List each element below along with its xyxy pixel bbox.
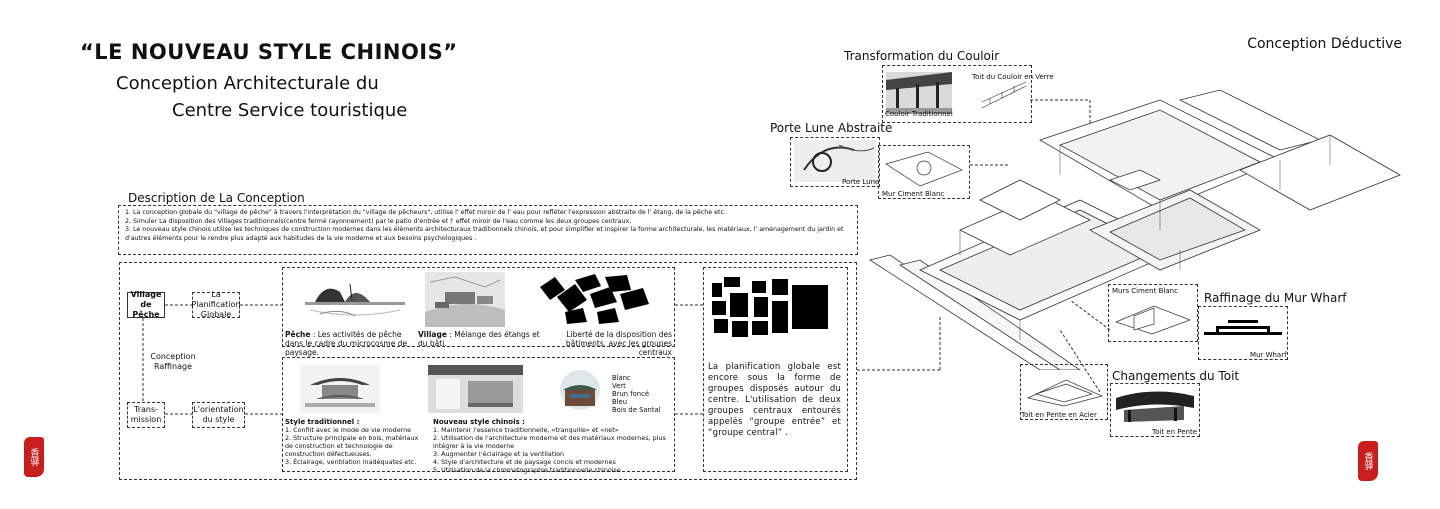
mur-wharf-frame [1198,306,1288,360]
color-list: Blanc Vert Brun foncé Bleu Bois de Santa… [612,374,661,414]
traditional-title: Style traditionnel : [285,418,360,426]
concept-deductive-label: Conception Déductive [1247,36,1402,52]
color-item: Vert [612,382,626,390]
glass-roof-sketch [981,82,1027,109]
new-style-interior-image [428,365,523,413]
color-item: Bois de Santal [612,406,661,414]
main-title: “LE NOUVEAU STYLE CHINOIS” [80,40,458,64]
couloir-title: Transformation du Couloir [844,49,1000,63]
porte-lune-photo [794,140,876,182]
liberte-caption: Liberté de la disposition des bâtiments,… [565,330,672,357]
color-palette-image [560,370,600,410]
subtitle-line-1: Conception Architecturale du [116,73,379,94]
new-style-item: 3. Augmenter l'éclairage et la ventilati… [433,450,565,458]
color-item: Brun foncé [612,390,650,398]
village-aerial-image [425,272,505,327]
traditional-style-list: Style traditionnel : 1. Conflit avec le … [285,418,425,466]
description-line: 2. Simuler La disposition des Villages t… [125,217,632,225]
fishing-image [300,272,410,327]
toit-acier-frame [1020,364,1108,420]
peche-text: : Les activités de pêche dans le cadre d… [285,330,408,357]
raffinage-title: Raffinage du Mur Wharf [1204,291,1347,305]
bottom-row-panel [282,357,675,472]
description-line: d'autres éléments pour le rendre plus ad… [125,234,477,242]
porte-lune-label: Porte Lune [842,178,880,186]
description-line: 3. Le nouveau style chinois utilise les … [125,226,844,233]
traditional-item: 3. Éclairage, ventilation inadéquates et… [285,458,417,466]
village-caption: Village : Mélange des étangs et du bâti. [418,330,543,348]
flow-frame [119,262,857,480]
color-item: Bleu [612,398,628,406]
porte-title: Porte Lune Abstraite [770,121,893,135]
description-box: 1. La conception globale du "village de … [118,205,858,255]
toit-pente-label: Toit en Pente [1152,428,1198,436]
color-item: Blanc [612,374,631,382]
mur-ciment-frame [878,145,970,199]
toit-pente-photo [1114,388,1196,426]
new-style-item: 1. Maintenir l'essence traditionnelle, «… [433,426,619,434]
village-bold: Village [418,330,447,339]
toit-acier-label: Toit en Pente en Acier [1021,411,1097,419]
node-conception-raffinage: Conception Raffinage [148,350,198,374]
node-planification: La Planification Globale [191,290,241,319]
site-plan-figure [712,277,828,337]
top-row-panel [282,267,675,347]
murs-ciment-sketch [1115,305,1191,335]
toit-title: Changements du Toit [1112,369,1240,383]
toit-acier-sketch [1026,379,1104,407]
description-heading: Description de La Conception [128,191,305,205]
summary-frame [703,267,848,472]
mur-wharf-sketch [1204,320,1282,335]
node-orientation: L'orientation du style [192,402,245,428]
traditional-pavilion-image [300,365,380,413]
couloir-photo [886,72,952,114]
murs-ciment-label: Murs Ciment Blanc [1112,287,1178,295]
mur-ciment-sketch [885,151,963,187]
couloir-trad-label: Couloir Traditionnel [885,110,953,118]
seal-right: 香驿 [1358,441,1378,481]
description-line: 1. La conception globale du "village de … [125,209,726,216]
traditional-item: 2. Structure principale en bois, matéria… [285,434,419,458]
couloir-verre-label: Toit du Couloir en Verre [972,73,1054,81]
new-style-item: 4. Style d'architecture et de paysage co… [433,458,616,466]
new-style-list: Nouveau style chinois : 1. Maintenir l'e… [433,418,668,474]
traditional-item: 1. Conflit avec le mode de vie moderne [285,426,412,434]
node-village-peche: Village de Pêche [127,290,165,319]
village-text: : Mélange des étangs et du bâti. [418,330,540,348]
murs-ciment-frame [1108,284,1198,342]
axonometric-building [869,89,1401,370]
mur-wharf-label: Mur Wharf [1250,351,1287,359]
new-style-item: 5. Utilisation de la chromatographie tra… [433,466,621,474]
couloir-frame [882,65,1032,123]
peche-caption: Pêche : Les activités de pêche dans le c… [285,330,410,357]
node-transmission: Trans- mission [127,402,165,428]
subtitle-line-2: Centre Service touristique [172,100,408,121]
new-style-item: 2. Utilisation de l'architecture moderne… [433,434,666,450]
seal-left: 香驿 [24,437,44,477]
disposition-plan-image [540,274,649,324]
toit-pente-frame [1110,383,1200,437]
peche-bold: Pêche [285,330,311,339]
porte-frame [790,137,880,187]
summary-note: La planification globale est encore sous… [708,362,841,438]
mur-ciment-label: Mur Ciment Blanc [882,190,945,198]
new-style-title: Nouveau style chinois : [433,418,525,426]
